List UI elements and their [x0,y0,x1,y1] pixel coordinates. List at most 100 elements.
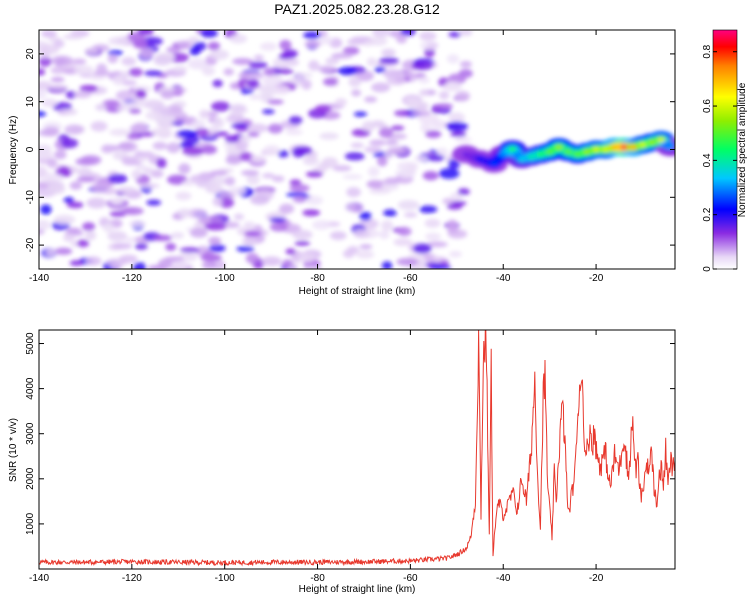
heatmap-noise-cell [269,222,288,232]
heatmap-noise-cell [145,110,163,121]
heatmap-noise-cell [119,141,138,153]
heatmap-noise-cell [152,234,173,242]
heatmap-noise-cell [208,125,219,134]
heatmap-noise-cell [43,126,60,137]
heatmap-noise-cell [448,31,462,38]
heatmap-noise-cell [121,56,137,66]
heatmap-noise-cell [343,46,360,55]
heatmap-noise-layer [39,30,473,269]
heatmap-noise-cell [208,236,222,246]
heatmap-noise-cell [285,248,296,255]
heatmap-noise-cell [287,265,299,269]
heatmap-noise-cell [321,157,339,168]
heatmap-noise-cell [211,101,231,112]
heatmap-noise-cell [240,169,260,176]
colorbar-tick-label: 0.8 [702,44,713,58]
heatmap-noise-cell [169,111,188,118]
heatmap-noise-cell [426,241,448,248]
heatmap-noise-cell [108,36,129,46]
heatmap-noise-cell [82,222,96,231]
heatmap-noise-cell [224,176,236,186]
heatmap-noise-cell [289,184,310,193]
heatmap-noise-cell [65,90,77,99]
y-tick-label: 5000 [25,332,36,355]
heatmap-noise-cell [198,109,210,120]
heatmap-noise-cell [438,90,450,100]
colorbar-ticks: 0 0.2 0.4 0.6 0.8 [702,44,737,272]
heatmap-noise-cell [73,90,92,99]
colorbar-gradient [712,29,738,270]
heatmap-signal-peak [657,137,666,143]
heatmap-noise-cell [197,217,211,224]
y-tick-label: -20 [25,237,36,252]
heatmap-noise-cell [79,84,98,93]
heatmap-noise-cell [109,198,122,206]
heatmap-noise-cell [422,170,439,181]
y-tick-label: 20 [25,48,36,60]
heatmap-signal-peak [554,144,563,150]
heatmap-noise-cell [39,68,46,76]
heatmap-noise-cell [128,220,147,228]
heatmap-noise-cell [420,122,432,133]
heatmap-noise-cell [418,76,430,84]
heatmap-noise-cell [90,121,108,132]
heatmap-noise-cell [207,41,221,51]
heatmap-noise-cell [379,230,390,240]
heatmap-noise-cell [366,57,377,67]
heatmap-noise-cell [63,108,78,116]
heatmap-noise-cell [342,174,363,180]
heatmap-noise-cell [166,46,181,53]
heatmap-noise-cell [208,183,221,195]
heatmap-noise-cell [121,155,138,165]
snr-series-line [39,330,675,567]
heatmap-noise-cell [72,58,87,65]
heatmap-noise-cell [172,89,184,97]
heatmap-noise-cell [45,248,57,257]
heatmap-noise-cell [47,158,58,169]
heatmap-noise-cell [438,168,460,179]
heatmap-noise-cell [263,67,276,77]
heatmap-noise-cell [133,262,147,269]
heatmap-noise-cell [364,146,382,153]
heatmap-noise-cell [63,196,74,204]
heatmap-noise-cell [419,31,437,41]
heatmap-noise-cell [194,127,209,137]
heatmap-noise-cell [308,60,320,71]
heatmap-noise-cell [302,156,319,166]
heatmap-noise-cell [245,252,259,264]
heatmap-noise-cell [337,66,357,76]
heatmap-noise-cell [112,75,125,86]
x-tick-label: -20 [589,573,604,584]
heatmap-noise-cell [387,147,408,155]
heatmap-signal-peak [564,149,573,155]
heatmap-noise-cell [187,58,209,70]
heatmap-noise-cell [458,30,473,36]
heatmap-noise-cell [419,40,439,50]
heatmap-noise-cell [54,247,73,255]
heatmap-noise-cell [376,155,388,167]
heatmap-noise-cell [262,109,275,115]
heatmap-noise-cell [160,90,175,100]
heatmap-noise-cell [448,158,460,170]
heatmap-noise-cell [384,177,401,185]
heatmap-noise-cell [272,175,285,183]
snr-frame [38,329,676,570]
colorbar-tick-label: 0.6 [702,99,713,113]
heatmap-noise-cell [128,67,143,77]
heatmap-noise-cell [76,239,90,248]
heatmap-noise-cell [77,167,92,178]
heatmap-noise-cell [317,65,335,73]
heatmap-noise-cell [235,139,249,151]
heatmap-noise-cell [393,238,413,247]
heatmap-signal-peak [666,144,675,150]
heatmap-noise-cell [279,203,295,214]
heatmap-noise-cell [269,217,287,223]
heatmap-noise-cell [312,220,331,230]
heatmap-noise-cell [289,179,302,186]
heatmap-noise-cell [448,112,465,124]
x-tick-label: -20 [589,273,604,284]
heatmap-noise-cell [119,254,138,264]
heatmap-noise-cell [176,129,199,138]
heatmap-noise-cell [173,260,189,269]
